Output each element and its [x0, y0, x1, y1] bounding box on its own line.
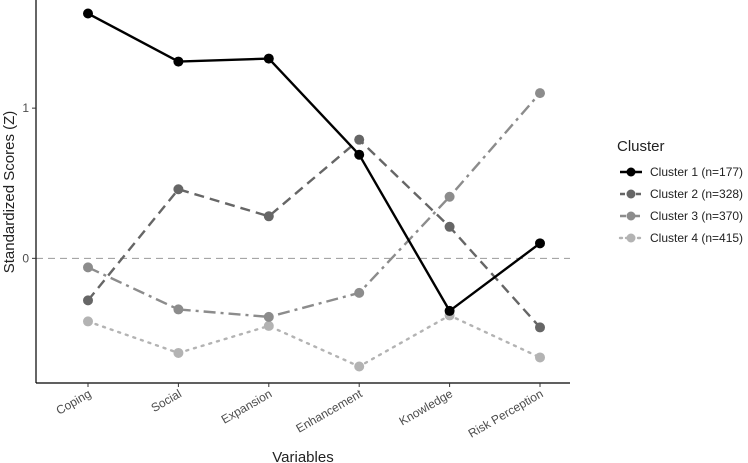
legend-label: Cluster 3 (n=370)	[650, 209, 743, 223]
data-point	[354, 361, 365, 372]
x-ticks: Coping Social Expansion Enhancement Knowledg…	[54, 383, 546, 441]
y-tick-label: 0	[22, 251, 29, 265]
series-1	[83, 8, 545, 316]
y-axis-title: Standardized Scores (Z)	[1, 111, 18, 274]
legend-item-2: Cluster 2 (n=328)	[620, 187, 743, 201]
data-point	[83, 316, 93, 327]
data-point	[535, 322, 545, 333]
x-axis-title: Variables	[272, 449, 333, 463]
data-point	[444, 221, 455, 232]
data-point	[173, 347, 184, 358]
legend-key-point	[626, 233, 636, 243]
series-4	[83, 310, 545, 372]
x-tick-label: Enhancement	[294, 386, 366, 435]
series-line	[87, 12, 541, 313]
legend-key-point	[626, 189, 636, 199]
legend-label: Cluster 4 (n=415)	[650, 231, 743, 245]
data-point	[263, 311, 274, 322]
data-point	[173, 304, 184, 315]
data-point	[354, 149, 365, 160]
x-tick-label: Coping	[54, 386, 94, 417]
legend-item-3: Cluster 3 (n=370)	[620, 209, 743, 223]
x-tick-label: Risk Perception	[466, 386, 546, 440]
legend-item-4: Cluster 4 (n=415)	[618, 231, 743, 245]
data-point	[263, 53, 274, 64]
axes	[35, 0, 570, 384]
y-ticks: 01	[22, 101, 36, 265]
data-point	[535, 88, 545, 99]
legend-label: Cluster 1 (n=177)	[650, 165, 743, 179]
data-point	[83, 262, 93, 273]
y-tick-label: 1	[22, 101, 29, 115]
data-point	[263, 320, 274, 331]
data-point	[173, 56, 184, 67]
x-tick-label: Social	[149, 386, 184, 414]
data-point	[444, 191, 455, 202]
x-tick-label: Knowledge	[397, 386, 456, 428]
series-line	[86, 314, 542, 368]
data-point	[354, 287, 365, 298]
x-tick-label: Expansion	[219, 386, 275, 426]
data-point	[83, 8, 93, 19]
series-2	[83, 134, 545, 333]
series-line	[87, 138, 541, 329]
data-point	[263, 211, 274, 222]
series-3	[83, 88, 545, 322]
data-point	[173, 184, 184, 195]
legend-title: Cluster	[617, 138, 665, 155]
legend: Cluster Cluster 1 (n=177) Cluster 2 (n=32…	[617, 138, 743, 245]
legend-key-point	[626, 167, 636, 177]
legend-label: Cluster 2 (n=328)	[650, 187, 743, 201]
data-point	[535, 352, 545, 363]
data-point	[354, 134, 365, 145]
data-point	[444, 305, 455, 316]
legend-item-1: Cluster 1 (n=177)	[620, 165, 743, 179]
data-point	[535, 238, 545, 249]
plot-area	[36, 8, 570, 372]
series-line	[87, 92, 541, 319]
legend-key-point	[626, 211, 636, 221]
data-point	[83, 295, 93, 306]
